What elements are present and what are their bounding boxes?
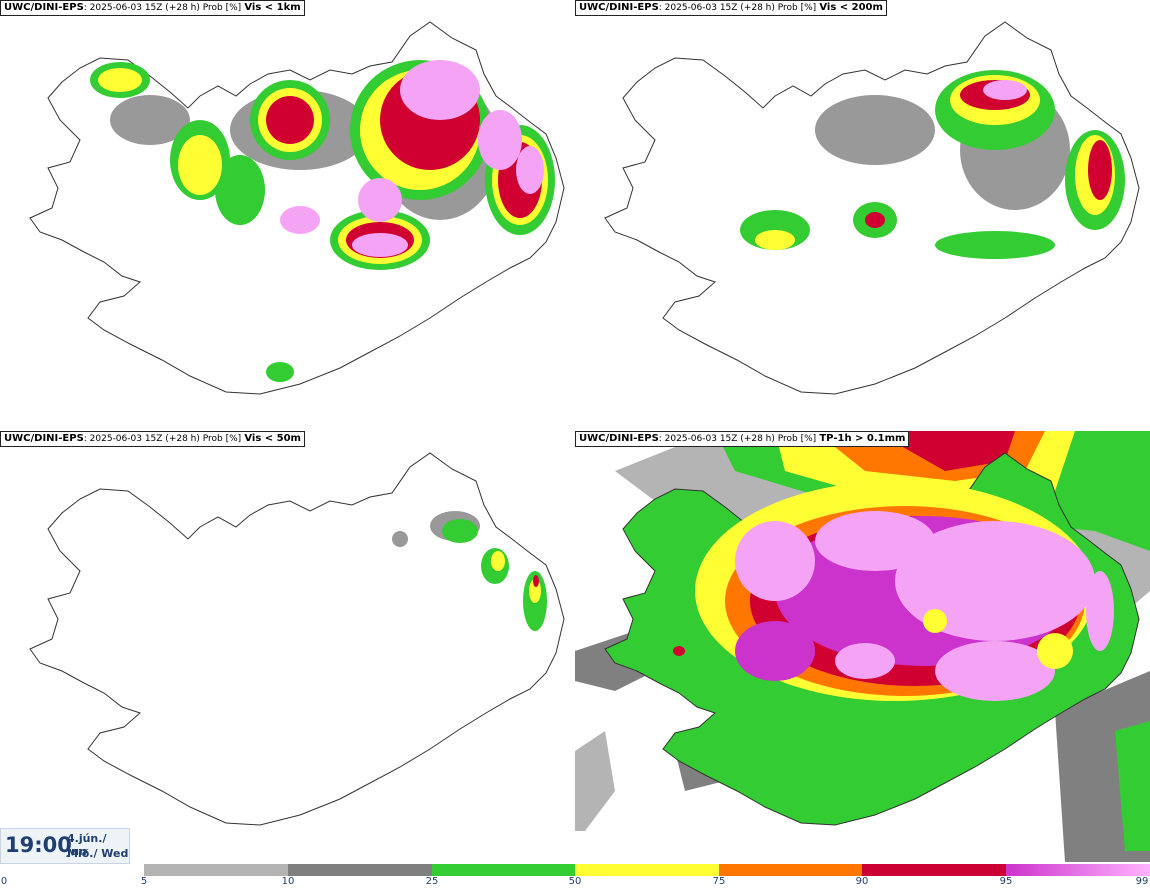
- legend-segment-5-10: [144, 864, 288, 876]
- valid-time-box: 19:00 4.jún./ Jun Mið./ Wed: [0, 828, 130, 864]
- valid-date-line1: 4.jún./ Jun: [67, 832, 107, 858]
- legend-segment-25-50: [432, 864, 575, 876]
- legend-segment-50-75: [575, 864, 719, 876]
- panel-title: UWC/DINI-EPS: 2025-06-03 15Z (+28 h) Pro…: [0, 0, 305, 16]
- panel-title: UWC/DINI-EPS: 2025-06-03 15Z (+28 h) Pro…: [575, 0, 887, 16]
- valid-date-line2: Mið./ Wed: [67, 847, 129, 860]
- map-panel-vis-1km: UWC/DINI-EPS: 2025-06-03 15Z (+28 h) Pro…: [0, 0, 575, 431]
- probability-legend: 0 5 10 25 50 75 90 95 99: [0, 862, 1150, 891]
- legend-tick: 25: [425, 876, 439, 887]
- panel-title: UWC/DINI-EPS: 2025-06-03 15Z (+28 h) Pro…: [575, 431, 910, 447]
- model-source: UWC/DINI-EPS: [579, 2, 659, 13]
- run-info: : 2025-06-03 15Z (+28 h) Prob [%]: [83, 3, 242, 13]
- legend-segment-90-95: [862, 864, 1006, 876]
- variable-label: Vis < 50m: [244, 433, 301, 444]
- legend-tick: 0: [0, 876, 8, 887]
- legend-tick: 5: [140, 876, 148, 887]
- model-source: UWC/DINI-EPS: [579, 433, 659, 444]
- variable-label: Vis < 1km: [244, 2, 301, 13]
- legend-segment-95-99: [1006, 864, 1150, 876]
- legend-tick: 75: [712, 876, 726, 887]
- variable-label: Vis < 200m: [819, 2, 883, 13]
- legend-tick: 99: [1135, 876, 1149, 887]
- map-panel-vis-50m: UWC/DINI-EPS: 2025-06-03 15Z (+28 h) Pro…: [0, 431, 575, 862]
- map-tp-1h: [575, 431, 1150, 862]
- variable-label: TP-1h > 0.1mm: [819, 433, 906, 444]
- map-vis-50m: [29, 452, 565, 826]
- model-source: UWC/DINI-EPS: [4, 433, 84, 444]
- run-info: : 2025-06-03 15Z (+28 h) Prob [%]: [83, 434, 242, 444]
- run-info: : 2025-06-03 15Z (+28 h) Prob [%]: [658, 434, 817, 444]
- legend-tick: 50: [568, 876, 582, 887]
- map-panel-vis-200m: UWC/DINI-EPS: 2025-06-03 15Z (+28 h) Pro…: [575, 0, 1150, 431]
- legend-segment-10-25: [288, 864, 432, 876]
- legend-tick: 90: [855, 876, 869, 887]
- map-panel-tp-1h: UWC/DINI-EPS: 2025-06-03 15Z (+28 h) Pro…: [575, 431, 1150, 862]
- valid-time: 19:00: [5, 833, 72, 857]
- legend-segment-0-5: [0, 864, 144, 876]
- legend-tick: 95: [999, 876, 1013, 887]
- map-vis-200m: [604, 21, 1140, 395]
- legend-tick: 10: [281, 876, 295, 887]
- map-vis-1km: [29, 21, 565, 395]
- model-source: UWC/DINI-EPS: [4, 2, 84, 13]
- legend-segment-75-90: [719, 864, 862, 876]
- run-info: : 2025-06-03 15Z (+28 h) Prob [%]: [658, 3, 817, 13]
- panel-title: UWC/DINI-EPS: 2025-06-03 15Z (+28 h) Pro…: [0, 431, 305, 447]
